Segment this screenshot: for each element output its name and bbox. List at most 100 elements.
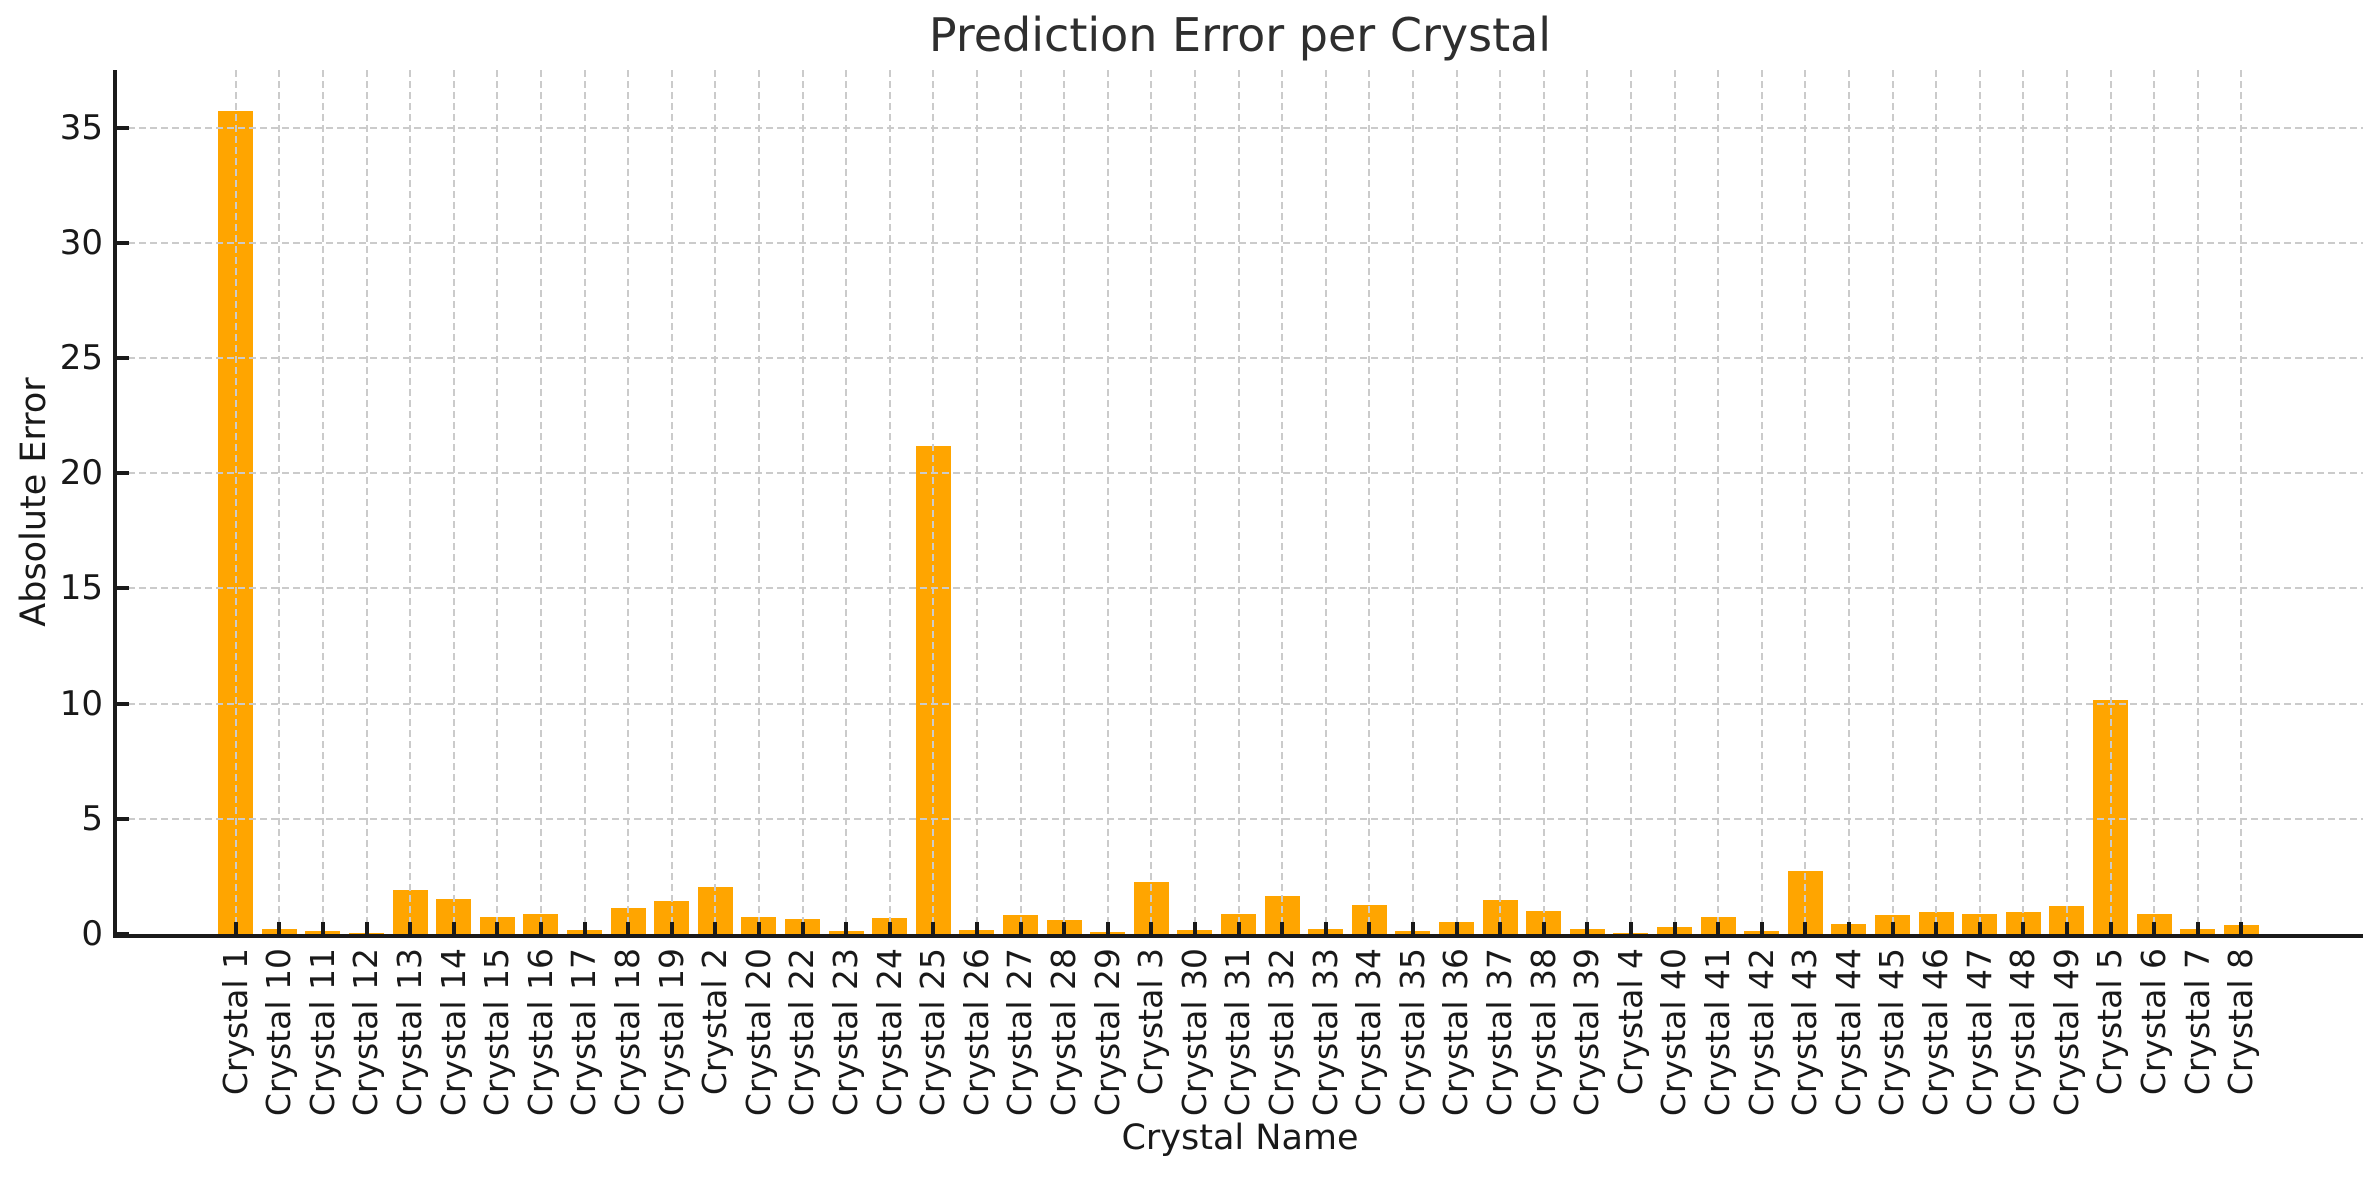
y-tick-mark — [117, 586, 129, 591]
x-tick-mark — [1454, 922, 1459, 934]
x-tick-label: Crystal 30 — [1174, 948, 1214, 1117]
x-tick-mark — [1759, 922, 1764, 934]
x-tick-label: Crystal 29 — [1087, 948, 1127, 1117]
gridline-vertical — [1324, 70, 1327, 934]
x-tick-mark — [1105, 922, 1110, 934]
gridline-vertical — [1935, 70, 1938, 934]
x-tick-label: Crystal 33 — [1305, 948, 1345, 1117]
x-tick-mark — [1149, 922, 1154, 934]
x-tick-label: Crystal 26 — [956, 948, 996, 1117]
gridline-vertical — [234, 70, 237, 934]
gridline-vertical — [496, 70, 499, 934]
y-tick-label: 35 — [59, 107, 103, 148]
x-tick-label: Crystal 42 — [1741, 948, 1781, 1117]
plot-area — [113, 70, 2363, 938]
gridline-vertical — [2022, 70, 2025, 934]
x-tick-label: Crystal 31 — [1218, 948, 1258, 1117]
x-tick-mark — [1192, 922, 1197, 934]
x-tick-label: Crystal 24 — [869, 948, 909, 1117]
gridline-vertical — [2196, 70, 2199, 934]
x-tick-label: Crystal 37 — [1480, 948, 1520, 1117]
x-tick-mark — [1846, 922, 1851, 934]
x-tick-label: Crystal 1 — [215, 948, 255, 1096]
x-tick-mark — [1585, 922, 1590, 934]
gridline-vertical — [409, 70, 412, 934]
y-tick-label: 30 — [59, 222, 103, 263]
x-tick-label: Crystal 48 — [2003, 948, 2043, 1117]
x-tick-mark — [1890, 922, 1895, 934]
x-tick-label: Crystal 6 — [2134, 948, 2174, 1096]
x-tick-mark — [451, 922, 456, 934]
x-tick-mark — [844, 922, 849, 934]
gridline-vertical — [2240, 70, 2243, 934]
x-tick-label: Crystal 49 — [2046, 948, 2086, 1117]
x-tick-mark — [277, 922, 282, 934]
gridline-vertical — [2109, 70, 2112, 934]
x-tick-mark — [1934, 922, 1939, 934]
gridline-vertical — [1978, 70, 1981, 934]
x-tick-label: Crystal 47 — [1959, 948, 1999, 1117]
x-tick-label: Crystal 15 — [477, 948, 517, 1117]
x-tick-mark — [756, 922, 761, 934]
x-axis-label: Crystal Name — [1121, 1118, 1359, 1158]
x-tick-label: Crystal 40 — [1654, 948, 1694, 1117]
gridline-vertical — [888, 70, 891, 934]
gridline-vertical — [1455, 70, 1458, 934]
x-tick-mark — [2195, 922, 2200, 934]
gridline-vertical — [1542, 70, 1545, 934]
x-tick-label: Crystal 5 — [2090, 948, 2130, 1096]
gridline-horizontal — [117, 702, 2363, 705]
y-tick-mark — [117, 932, 129, 936]
x-tick-mark — [1628, 922, 1633, 934]
x-tick-label: Crystal 10 — [259, 948, 299, 1117]
x-tick-mark — [1977, 922, 1982, 934]
x-tick-mark — [495, 922, 500, 934]
x-tick-mark — [2064, 922, 2069, 934]
x-tick-label: Crystal 2 — [695, 948, 735, 1096]
y-tick-mark — [117, 816, 129, 821]
x-tick-label: Crystal 18 — [608, 948, 648, 1117]
x-tick-label: Crystal 28 — [1044, 948, 1084, 1117]
gridline-vertical — [1106, 70, 1109, 934]
gridline-vertical — [1717, 70, 1720, 934]
x-tick-mark — [1498, 922, 1503, 934]
x-tick-mark — [1018, 922, 1023, 934]
gridline-vertical — [365, 70, 368, 934]
x-tick-label: Crystal 32 — [1262, 948, 1302, 1117]
gridline-horizontal — [117, 472, 2363, 475]
y-tick-label: 15 — [59, 568, 103, 609]
x-tick-label: Crystal 16 — [520, 948, 560, 1117]
y-tick-mark — [117, 471, 129, 476]
gridline-vertical — [1411, 70, 1414, 934]
gridline-vertical — [1629, 70, 1632, 934]
x-tick-mark — [2021, 922, 2026, 934]
gridline-vertical — [1368, 70, 1371, 934]
x-tick-mark — [2152, 922, 2157, 934]
gridline-vertical — [975, 70, 978, 934]
y-tick-label: 0 — [81, 914, 103, 954]
x-tick-mark — [669, 922, 674, 934]
gridline-vertical — [1847, 70, 1850, 934]
x-tick-label: Crystal 46 — [1916, 948, 1956, 1117]
x-tick-label: Crystal 7 — [2177, 948, 2217, 1096]
y-tick-mark — [117, 701, 129, 706]
x-tick-label: Crystal 25 — [913, 948, 953, 1117]
x-tick-label: Crystal 14 — [433, 948, 473, 1117]
gridline-horizontal — [117, 241, 2363, 244]
x-tick-mark — [1280, 922, 1285, 934]
x-tick-label: Crystal 35 — [1392, 948, 1432, 1117]
gridline-vertical — [670, 70, 673, 934]
gridline-vertical — [1760, 70, 1763, 934]
gridline-vertical — [845, 70, 848, 934]
chart-title: Prediction Error per Crystal — [928, 8, 1552, 62]
gridline-vertical — [1586, 70, 1589, 934]
x-tick-mark — [1672, 922, 1677, 934]
x-tick-label: Crystal 13 — [390, 948, 430, 1117]
x-tick-mark — [887, 922, 892, 934]
gridline-vertical — [1237, 70, 1240, 934]
x-tick-label: Crystal 38 — [1523, 948, 1563, 1117]
x-tick-label: Crystal 17 — [564, 948, 604, 1117]
gridline-vertical — [627, 70, 630, 934]
x-tick-mark — [800, 922, 805, 934]
x-tick-mark — [713, 922, 718, 934]
